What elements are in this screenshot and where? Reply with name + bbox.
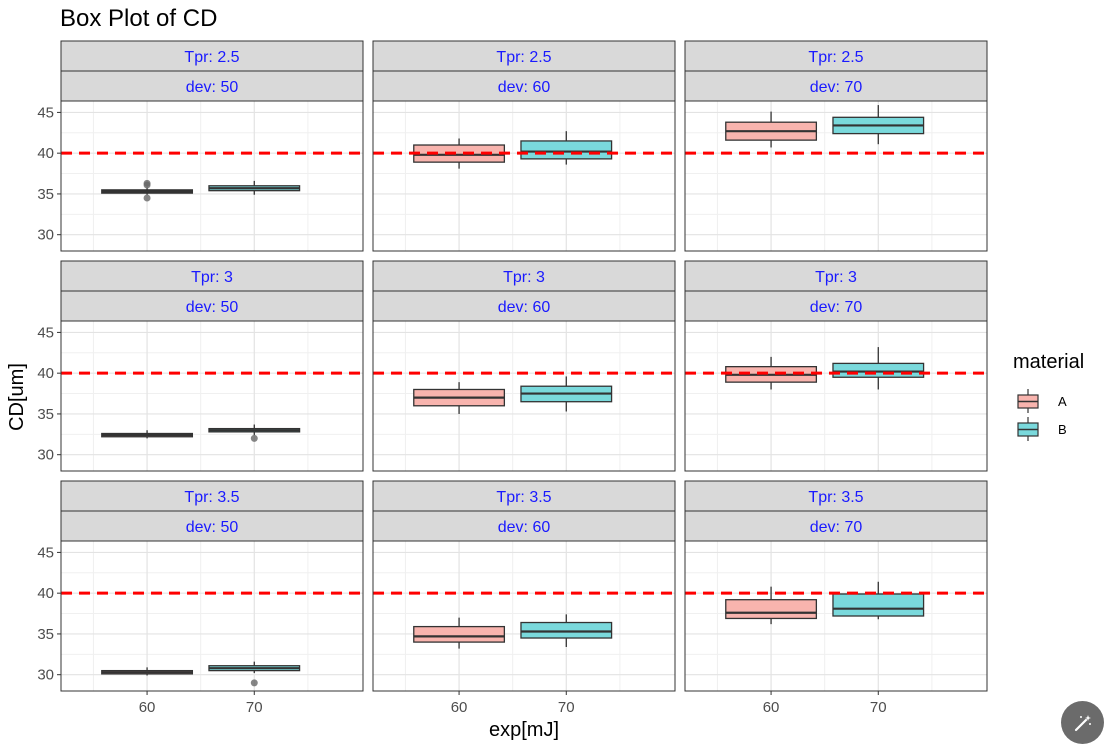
strip-row-bg bbox=[60, 260, 364, 292]
panel-border bbox=[60, 540, 364, 692]
panel-border bbox=[684, 100, 988, 252]
strip-row-label: Tpr: 2.5 bbox=[184, 49, 239, 66]
y-tick-label: 40 bbox=[37, 145, 54, 162]
strip-col-label: dev: 70 bbox=[810, 299, 863, 316]
x-tick-label: 70 bbox=[246, 699, 263, 716]
strip-row-label: Tpr: 3.5 bbox=[496, 489, 551, 506]
y-tick-label: 45 bbox=[37, 104, 54, 121]
strip-row-label: Tpr: 3 bbox=[191, 269, 233, 286]
strip-row-label: Tpr: 3 bbox=[503, 269, 545, 286]
panel-background bbox=[373, 541, 675, 691]
legend-entry: B bbox=[1017, 417, 1067, 441]
magic-wand-icon bbox=[1074, 714, 1091, 731]
panel-border bbox=[60, 100, 364, 252]
strip-col-label: dev: 70 bbox=[810, 519, 863, 536]
outlier-point bbox=[143, 179, 151, 187]
strip-row-label: Tpr: 2.5 bbox=[496, 49, 551, 66]
strip-row-bg bbox=[372, 40, 676, 72]
y-tick-label: 30 bbox=[37, 447, 54, 464]
strip-col-label: dev: 50 bbox=[186, 79, 239, 96]
strip-col-label: dev: 70 bbox=[810, 79, 863, 96]
outlier-point bbox=[250, 434, 258, 442]
panel-border bbox=[372, 100, 676, 252]
y-tick-label: 30 bbox=[37, 227, 54, 244]
strip-col-bg bbox=[684, 510, 988, 542]
strip-col-label: dev: 60 bbox=[498, 79, 551, 96]
chart-title: Box Plot of CD bbox=[60, 5, 217, 32]
y-tick-label: 30 bbox=[37, 667, 54, 684]
panel-border bbox=[684, 540, 988, 692]
facet-panel: Tpr: 3.5 dev: 70 60 70 bbox=[684, 480, 988, 716]
panel-background bbox=[61, 101, 363, 251]
box-iqr bbox=[832, 362, 925, 378]
strip-row-bg bbox=[60, 40, 364, 72]
strip-col-bg bbox=[372, 70, 676, 102]
y-tick-label: 40 bbox=[37, 585, 54, 602]
outlier-point bbox=[250, 679, 258, 687]
x-tick-label: 70 bbox=[870, 699, 887, 716]
facet-panel: Tpr: 3.5 dev: 60 60 70 bbox=[372, 480, 676, 716]
strip-row-label: Tpr: 3.5 bbox=[184, 489, 239, 506]
y-tick-label: 45 bbox=[37, 544, 54, 561]
strip-row-label: Tpr: 3.5 bbox=[808, 489, 863, 506]
strip-col-bg bbox=[60, 510, 364, 542]
strip-col-bg bbox=[60, 70, 364, 102]
strip-row-bg bbox=[372, 480, 676, 512]
panel-border bbox=[372, 540, 676, 692]
box-iqr bbox=[725, 599, 818, 620]
box-iqr bbox=[832, 593, 925, 617]
panel-background bbox=[685, 321, 987, 471]
y-tick-label: 45 bbox=[37, 324, 54, 341]
strip-col-label: dev: 60 bbox=[498, 519, 551, 536]
y-tick-label: 35 bbox=[37, 186, 54, 203]
box-iqr bbox=[520, 621, 613, 639]
panel-background bbox=[373, 101, 675, 251]
legend-label: B bbox=[1058, 422, 1067, 437]
y-axis-label: CD[um] bbox=[6, 363, 28, 431]
strip-row-label: Tpr: 2.5 bbox=[808, 49, 863, 66]
facet-panel: Tpr: 3 dev: 60 bbox=[372, 260, 676, 472]
y-tick-label: 40 bbox=[37, 365, 54, 382]
strip-col-label: dev: 50 bbox=[186, 299, 239, 316]
y-tick-label: 35 bbox=[37, 406, 54, 423]
facet-panel: Tpr: 3.5 dev: 50 30 35 40 45 60 70 bbox=[37, 480, 364, 716]
strip-col-bg bbox=[372, 510, 676, 542]
strip-col-bg bbox=[684, 70, 988, 102]
x-tick-label: 70 bbox=[558, 699, 575, 716]
panel-border bbox=[60, 320, 364, 472]
legend-label: A bbox=[1058, 394, 1067, 409]
x-tick-label: 60 bbox=[139, 699, 156, 716]
strip-row-label: Tpr: 3 bbox=[815, 269, 857, 286]
legend-entry: A bbox=[1017, 389, 1067, 413]
facet-panel: Tpr: 2.5 dev: 60 bbox=[372, 40, 676, 252]
y-tick-label: 35 bbox=[37, 626, 54, 643]
facet-panel: Tpr: 2.5 dev: 70 bbox=[684, 40, 988, 252]
legend-title: material bbox=[1013, 351, 1084, 373]
panel-border bbox=[684, 320, 988, 472]
strip-row-bg bbox=[684, 480, 988, 512]
panel-border bbox=[372, 320, 676, 472]
x-tick-label: 60 bbox=[451, 699, 468, 716]
strip-col-label: dev: 50 bbox=[186, 519, 239, 536]
x-tick-label: 60 bbox=[763, 699, 780, 716]
panel-background bbox=[61, 321, 363, 471]
facet-panel: Tpr: 3 dev: 70 bbox=[684, 260, 988, 472]
facet-panel: Tpr: 2.5 dev: 50 30 35 40 45 bbox=[37, 40, 364, 252]
x-axis-label: exp[mJ] bbox=[489, 719, 559, 741]
magic-wand-button[interactable] bbox=[1061, 701, 1104, 744]
legend: material AB bbox=[1013, 351, 1084, 441]
strip-col-label: dev: 60 bbox=[498, 299, 551, 316]
strip-row-bg bbox=[684, 260, 988, 292]
box-iqr bbox=[413, 625, 506, 643]
box-iqr bbox=[520, 140, 613, 160]
outlier-point bbox=[143, 194, 151, 202]
strip-row-bg bbox=[684, 40, 988, 72]
facet-panel: Tpr: 3 dev: 50 30 35 40 45 bbox=[37, 260, 364, 472]
